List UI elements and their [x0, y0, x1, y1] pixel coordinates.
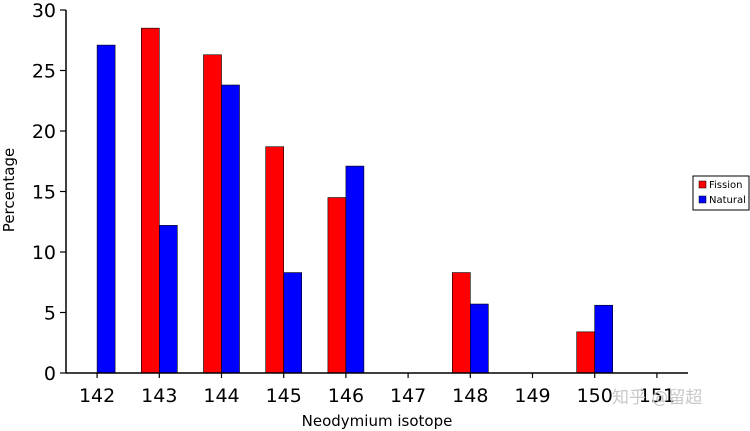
legend-swatch-fission	[698, 180, 707, 189]
x-ticks-group: 142 143 144 145 146 147 148 149 150 151	[79, 373, 675, 407]
x-axis-title: Neodymium isotope	[302, 412, 453, 430]
watermark-text: 知乎 @留超	[612, 388, 702, 408]
bar-fission-146	[327, 197, 347, 374]
y-tick-label: 25	[32, 61, 56, 83]
legend-label-natural: Natural	[709, 195, 746, 206]
bar-fission-150	[576, 331, 596, 374]
x-tick-label: 142	[79, 385, 115, 407]
bar-natural-144	[221, 84, 240, 374]
x-tick-label: 145	[266, 385, 302, 407]
bar-fission-144	[203, 54, 222, 374]
bars-group	[96, 27, 614, 374]
y-axis-title: Percentage	[0, 148, 18, 232]
y-tick-label: 15	[32, 182, 56, 204]
x-tick-label: 144	[203, 385, 239, 407]
y-tick-label: 10	[32, 242, 56, 264]
bar-fission-145	[265, 146, 285, 374]
x-tick-label: 151	[639, 385, 675, 407]
x-tick-label: 148	[452, 385, 488, 407]
bar-fission-148	[451, 272, 471, 374]
legend-swatch-natural	[698, 195, 707, 204]
y-tick-label: 20	[32, 121, 56, 143]
bar-natural-142	[96, 44, 116, 374]
x-tick-label: 146	[328, 385, 364, 407]
y-ticks-group: 0 5 10 15 20 25 30	[32, 0, 66, 385]
bar-natural-143	[159, 225, 178, 374]
legend-label-fission: Fission	[709, 180, 742, 191]
x-tick-label: 149	[514, 385, 550, 407]
bar-natural-145	[283, 272, 303, 374]
y-tick-label: 0	[44, 363, 56, 385]
x-tick-label: 147	[390, 385, 426, 407]
bar-fission-143	[141, 27, 160, 374]
bar-natural-148	[469, 303, 489, 374]
legend: Fission Natural	[692, 175, 750, 211]
x-tick-label: 143	[141, 385, 177, 407]
bar-natural-146	[345, 165, 365, 374]
y-tick-label: 30	[32, 0, 56, 22]
x-tick-label: 150	[577, 385, 613, 407]
bar-natural-150	[594, 304, 614, 374]
y-tick-label: 5	[44, 303, 56, 325]
